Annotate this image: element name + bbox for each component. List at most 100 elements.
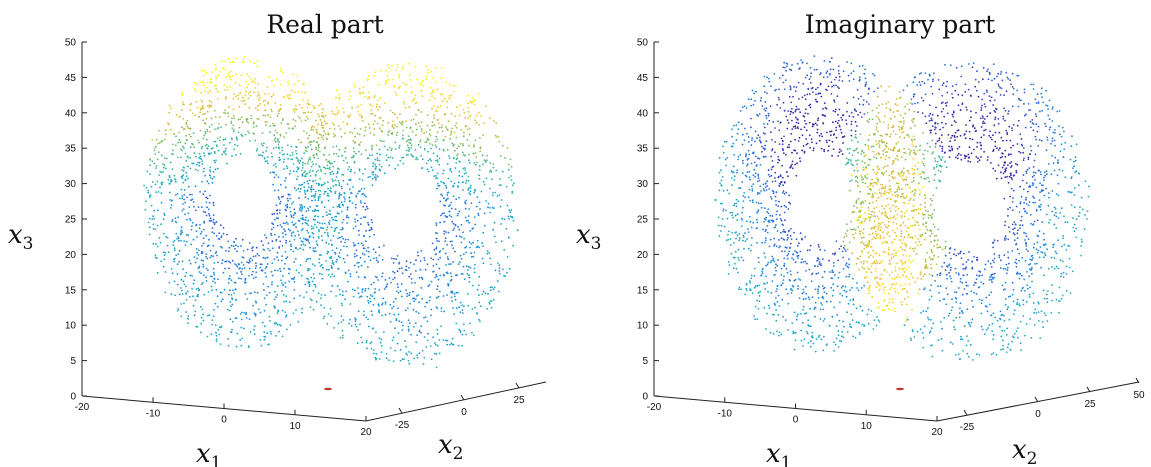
data-point	[252, 79, 255, 82]
data-point	[215, 250, 218, 253]
data-point	[885, 133, 887, 136]
data-point	[1006, 327, 1009, 330]
data-point	[231, 155, 233, 157]
data-point	[369, 300, 372, 303]
data-point	[278, 330, 280, 333]
data-point	[782, 228, 785, 231]
data-point	[458, 228, 461, 231]
data-point	[198, 164, 201, 167]
data-point	[350, 170, 352, 173]
data-point	[1070, 145, 1073, 148]
data-point	[387, 79, 390, 81]
data-point	[905, 195, 908, 198]
data-point	[401, 120, 404, 123]
data-point	[393, 124, 396, 126]
data-point	[173, 174, 176, 177]
data-point	[917, 244, 919, 247]
data-point	[292, 170, 295, 173]
data-point	[863, 217, 865, 220]
data-point	[306, 99, 309, 102]
data-point	[287, 199, 289, 202]
data-point	[333, 160, 336, 163]
data-point	[172, 241, 175, 243]
data-point	[495, 122, 498, 125]
data-point	[321, 222, 324, 225]
data-point	[775, 199, 777, 202]
data-point	[195, 101, 198, 103]
data-point	[749, 282, 752, 284]
data-point	[888, 259, 891, 262]
data-point	[907, 218, 910, 221]
data-point	[469, 186, 472, 189]
data-point	[201, 308, 204, 311]
data-point	[1073, 165, 1075, 168]
data-point	[447, 258, 450, 261]
data-point	[281, 117, 284, 120]
data-point	[863, 284, 865, 287]
data-point	[452, 247, 455, 250]
data-point	[242, 61, 245, 64]
data-point	[920, 271, 922, 273]
data-point	[408, 294, 410, 297]
data-point	[276, 115, 279, 118]
data-point	[503, 218, 506, 221]
data-point	[727, 234, 729, 236]
data-point	[438, 251, 441, 254]
data-point	[989, 276, 991, 279]
data-point	[1009, 139, 1012, 142]
data-point	[846, 331, 849, 333]
data-point	[217, 237, 220, 240]
data-point	[392, 262, 395, 264]
data-point	[465, 265, 468, 268]
data-point	[297, 115, 300, 118]
data-point	[358, 169, 361, 172]
data-point	[888, 247, 891, 249]
data-point	[1035, 312, 1038, 314]
data-point	[469, 267, 472, 269]
data-point	[966, 274, 969, 276]
data-point	[324, 146, 327, 149]
data-point	[989, 99, 992, 102]
data-point	[1073, 160, 1075, 163]
data-point	[327, 274, 330, 276]
data-point	[853, 149, 856, 152]
data-point	[362, 244, 364, 247]
data-point	[313, 107, 315, 110]
data-point	[333, 128, 336, 130]
data-point	[173, 247, 176, 250]
data-point	[396, 283, 399, 285]
data-point	[351, 132, 354, 134]
data-point	[1020, 274, 1023, 277]
data-point	[752, 174, 755, 177]
data-point	[425, 131, 428, 133]
data-point	[1024, 259, 1027, 262]
data-point	[431, 121, 434, 124]
data-point	[421, 167, 424, 169]
data-point	[421, 349, 424, 352]
data-point	[469, 114, 471, 117]
data-point	[165, 129, 167, 132]
data-point	[856, 125, 858, 127]
data-point	[1027, 158, 1030, 161]
data-point	[279, 70, 282, 73]
data-point	[200, 147, 203, 150]
data-point	[315, 226, 318, 229]
data-point	[221, 246, 223, 249]
data-point	[1015, 258, 1018, 261]
data-point	[805, 122, 807, 125]
data-point	[180, 156, 182, 159]
data-point	[790, 273, 792, 276]
data-point	[246, 298, 249, 300]
data-point	[949, 64, 952, 67]
data-point	[902, 179, 905, 182]
data-point	[418, 352, 421, 355]
data-point	[789, 88, 792, 91]
data-point	[850, 134, 853, 137]
data-point	[500, 199, 503, 201]
data-point	[451, 142, 454, 145]
data-point	[371, 148, 373, 151]
data-point	[984, 128, 987, 131]
data-point	[363, 260, 366, 263]
data-point	[235, 244, 237, 247]
data-point	[763, 282, 765, 285]
